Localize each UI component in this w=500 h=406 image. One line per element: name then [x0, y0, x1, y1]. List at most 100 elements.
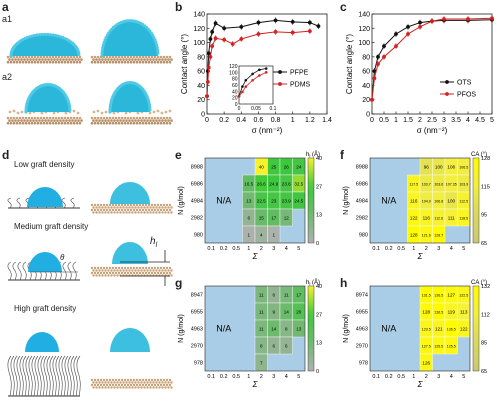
cell-value: 24.9: [269, 181, 278, 186]
panel-d-label: d: [2, 148, 10, 162]
colorbar-title: CA (°): [471, 152, 487, 158]
data-point: [208, 54, 213, 59]
data-point: [230, 42, 235, 46]
y-tick-label: 6955: [356, 310, 368, 316]
x-tick-label: 0.2: [385, 374, 393, 380]
x-tick-label: 0.1: [207, 246, 215, 252]
colorbar: [472, 285, 480, 372]
cell-value: 11: [259, 292, 264, 297]
cell-value: 125.5: [434, 344, 443, 348]
data-point: [307, 29, 312, 34]
x-tick-label: 0.1: [372, 374, 380, 380]
data-point: [372, 76, 377, 81]
cell-value: 13: [296, 326, 302, 331]
y-tick-label: 4984: [191, 199, 203, 205]
y-tick-label: 120: [193, 26, 205, 33]
data-point: [208, 37, 213, 41]
data-point: [256, 32, 261, 36]
cell-value: 1: [247, 232, 250, 237]
data-point: [205, 69, 210, 74]
colorbar-tick-label: 27: [316, 312, 322, 318]
y-axis-label: Contact angle (°): [345, 34, 354, 94]
x-tick-label: 0.5: [232, 246, 240, 252]
y-tick-label: 60: [362, 69, 370, 76]
inset-y-tick-label: 80: [232, 77, 238, 83]
inset-x-tick-label: 0.1: [270, 106, 277, 112]
panel-f-label: f: [340, 148, 344, 162]
cell-value: 15: [259, 215, 265, 220]
low-droplet: [27, 187, 63, 207]
x-tick-label: 4: [450, 374, 453, 380]
cell-value: 104.9: [422, 199, 431, 203]
colorbar-tick-label: 65: [481, 369, 487, 375]
cell-value: 103.9: [459, 182, 468, 186]
data-point: [376, 54, 380, 59]
legend-marker: [445, 80, 449, 84]
cell-value: 121: [435, 326, 443, 331]
inset-point: [244, 78, 248, 82]
data-point: [316, 24, 321, 29]
cell-value: 23: [271, 198, 277, 203]
panel-f-heatmap: 96 100 108 106.5 117.5 103.7 103.6 107.35 103.9 1…: [343, 152, 490, 261]
y-tick-label: 2982: [356, 216, 368, 222]
data-point: [376, 62, 380, 66]
cell-value: 123.5: [422, 327, 431, 331]
colorbar-tick-label: 13: [316, 213, 322, 219]
low-graft-density-label: Low graft density: [14, 160, 75, 169]
y-tick-label: 40: [362, 83, 370, 90]
data-point: [205, 79, 210, 84]
x-tick-label: 0.6: [254, 117, 264, 124]
legend-label: PFOS: [457, 92, 476, 99]
inset-y-tick-label: 120: [229, 64, 238, 70]
data-point: [442, 17, 446, 21]
cell-value: 9: [272, 309, 275, 314]
cell-value: 131.5: [422, 293, 431, 297]
medium-md-substrate: [90, 266, 173, 277]
data-point: [372, 69, 377, 74]
cell-value: 22.5: [257, 198, 266, 203]
panel-b-label: b: [175, 0, 183, 14]
x-axis-label: σ (nm⁻²): [417, 126, 448, 135]
y-tick-label: 140: [358, 12, 370, 19]
y-tick-label: 120: [358, 26, 370, 33]
y-tick-label: 8974: [356, 293, 368, 299]
cell-value: 125.5: [447, 344, 456, 348]
colorbar-tick-label: 132: [481, 284, 490, 290]
x-tick-label: 5: [297, 374, 300, 380]
cell-value: 111: [448, 215, 455, 220]
cell-value: 113: [460, 309, 468, 314]
high-graft-density-label: High graft density: [14, 304, 77, 313]
x-tick-label: 2: [260, 246, 263, 252]
cell-value: 8: [260, 343, 263, 348]
data-point: [382, 44, 386, 49]
colorbar: [307, 285, 315, 372]
a1-right-substrate: [90, 55, 173, 64]
panel-a1-label: a1: [2, 14, 13, 24]
legend-marker: [278, 82, 282, 86]
x-tick-label: 3: [437, 374, 440, 380]
legend-label: PFPE: [290, 70, 309, 77]
cell-value: 25: [271, 164, 277, 169]
medium-graft-density-label: Medium graft density: [14, 222, 89, 231]
panel-c-label: c: [340, 0, 347, 14]
cell-value: 103.6: [434, 182, 443, 186]
x-axis-label: Σ: [417, 252, 424, 261]
panel-c-chart: 0 20 40 60 80 100 120 140 0 0.5 1 1.5 2 2.5 3 3.5 4 4.5 5 σ…: [345, 12, 494, 136]
cell-value: 8: [285, 326, 288, 331]
cell-value: 128: [410, 232, 418, 237]
x-tick-label: 0.2: [220, 374, 228, 380]
cell-value: 17: [271, 215, 277, 220]
x-tick-label: 1.5: [403, 117, 413, 124]
inset-point: [244, 85, 248, 88]
x-tick-label: 4: [466, 117, 470, 124]
cell-value: 127.5: [422, 344, 431, 348]
x-axis-label: σ (nm⁻²): [252, 126, 283, 135]
cell-value: 108: [447, 164, 455, 169]
x-tick-label: 0.5: [232, 374, 240, 380]
data-point: [406, 24, 410, 29]
y-tick-label: 8988: [191, 165, 203, 171]
cell-value: 23.6: [282, 181, 291, 186]
a2-right-droplet: [108, 81, 152, 114]
cell-value: 127: [447, 292, 455, 297]
